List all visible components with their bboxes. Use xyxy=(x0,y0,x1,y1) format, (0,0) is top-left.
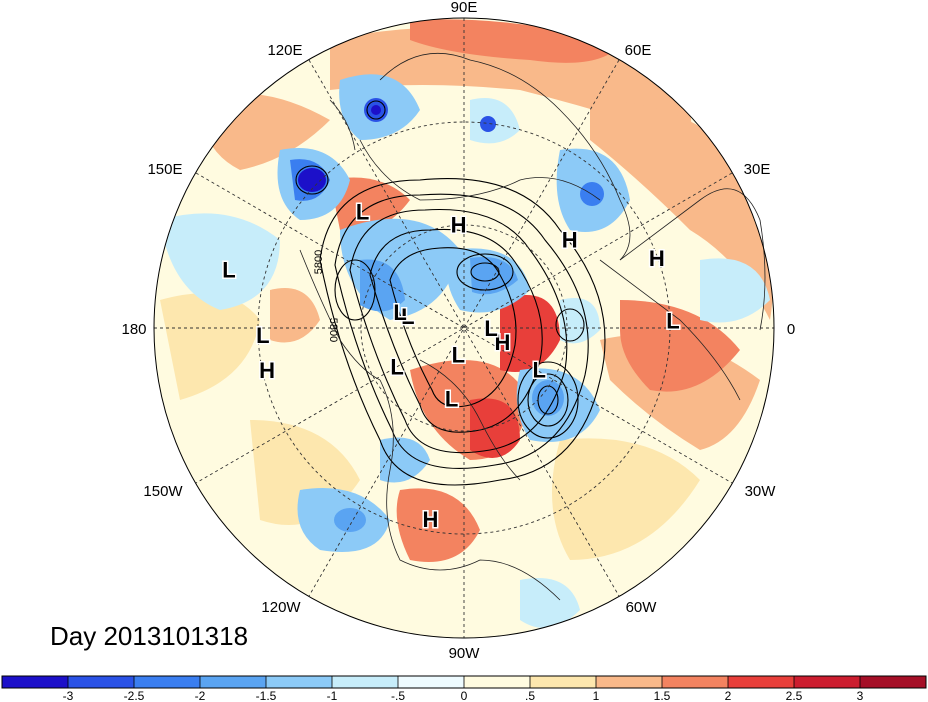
colorbar-swatch xyxy=(464,676,531,688)
colorbar-swatch xyxy=(794,676,861,688)
colorbar-swatch xyxy=(266,676,333,688)
colorbar-swatch xyxy=(2,676,69,688)
low-pressure-marker: L xyxy=(666,309,679,334)
geopotential-height-contours xyxy=(295,100,606,486)
colorbar-label: 3 xyxy=(857,689,864,702)
colorbar-label: 1.5 xyxy=(654,689,671,702)
low-pressure-marker: L xyxy=(390,355,403,380)
high-pressure-marker: H xyxy=(422,507,438,532)
high-pressure-marker: H xyxy=(259,358,275,383)
colorbar-swatch xyxy=(860,676,927,688)
lon-label-180: 180 xyxy=(121,321,146,338)
coastlines xyxy=(299,52,766,601)
low-pressure-marker: L xyxy=(452,343,465,368)
lon-label-60w: 60W xyxy=(626,599,658,616)
colorbar-label: -2.5 xyxy=(124,689,145,702)
colorbar-swatch xyxy=(134,676,201,688)
high-pressure-marker: H xyxy=(649,246,665,271)
colorbar-label: 2 xyxy=(725,689,732,702)
low-pressure-marker: L xyxy=(401,304,414,329)
lon-label-90w: 90W xyxy=(449,645,481,662)
colorbar-label: .5 xyxy=(525,689,535,702)
lon-label-150e: 150E xyxy=(147,161,182,178)
colorbar-label: -1.5 xyxy=(256,689,277,702)
low-pressure-marker: L xyxy=(484,316,497,341)
colorbar-swatch xyxy=(662,676,729,688)
high-pressure-marker: H xyxy=(562,227,578,252)
low-pressure-marker: L xyxy=(222,257,235,282)
lon-label-120e: 120E xyxy=(267,42,302,59)
colorbar-label: -.5 xyxy=(391,689,405,702)
longitude-labels: 90E 60E 120E 30E 150E 0 180 30W 150W 60W… xyxy=(121,0,795,662)
high-pressure-marker: H xyxy=(494,330,510,355)
lat-lon-grid xyxy=(154,18,774,638)
low-pressure-marker: L xyxy=(393,300,406,325)
colorbar-label: 2.5 xyxy=(786,689,803,702)
colorbar-swatch xyxy=(596,676,663,688)
low-pressure-marker: L xyxy=(356,199,369,224)
low-pressure-marker: L xyxy=(532,358,545,383)
lon-label-30e: 30E xyxy=(744,161,771,178)
high-pressure-marker: H xyxy=(451,212,467,237)
colorbar-label: 1 xyxy=(593,689,600,702)
colorbar-label: -1 xyxy=(327,689,338,702)
map-boundary xyxy=(153,17,775,639)
colorbar-swatch xyxy=(398,676,465,688)
contour-label: 5800 xyxy=(313,250,325,274)
contour-label: 5800 xyxy=(327,318,339,342)
colorbar-label: -2 xyxy=(195,689,206,702)
colorbar-label: -3 xyxy=(63,689,74,702)
low-pressure-marker: L xyxy=(256,323,269,348)
colorbar-swatch xyxy=(530,676,597,688)
low-pressure-marker: L xyxy=(445,387,458,412)
lon-label-150w: 150W xyxy=(143,483,183,500)
lon-label-90e: 90E xyxy=(451,0,478,16)
colorbar: -3 -2.5 -2 -1.5 -1 -.5 0 .5 1 1.5 2 2.5 3 xyxy=(1,675,927,702)
lon-label-60e: 60E xyxy=(625,42,652,59)
lon-label-0: 0 xyxy=(787,321,795,338)
colorbar-swatch xyxy=(68,676,135,688)
lon-label-120w: 120W xyxy=(261,599,301,616)
lon-label-30w: 30W xyxy=(745,483,777,500)
colorbar-swatch xyxy=(728,676,795,688)
colorbar-label: 0 xyxy=(461,689,468,702)
colorbar-swatch xyxy=(200,676,267,688)
colorbar-swatch xyxy=(332,676,399,688)
map-title: Day 2013101318 xyxy=(50,621,248,651)
